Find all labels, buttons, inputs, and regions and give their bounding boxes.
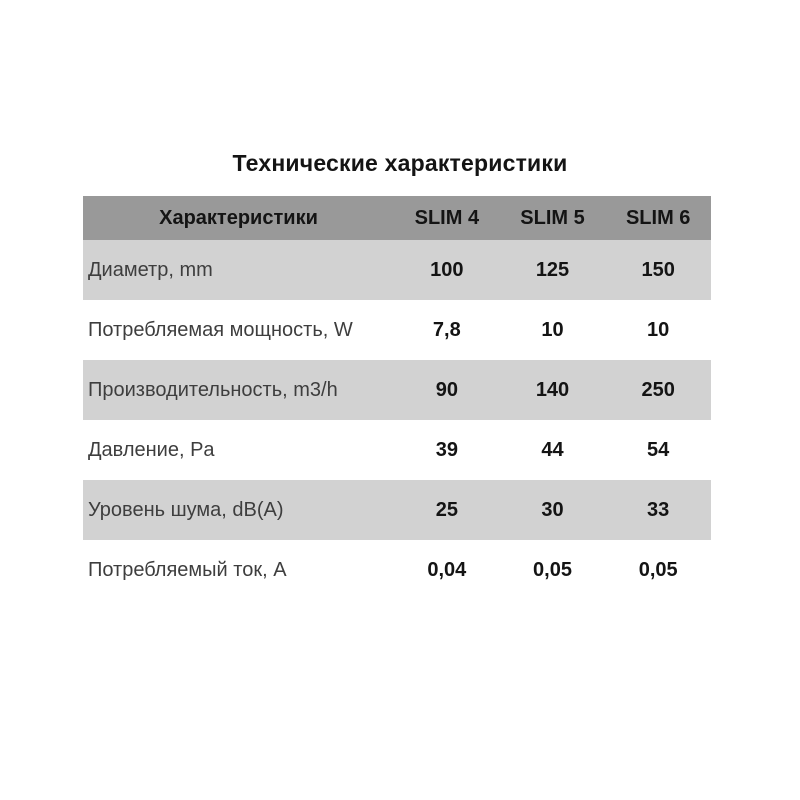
row-value: 7,8	[432, 318, 461, 341]
table-row-current: Потребляемый ток, А 0,04 0,05 0,05	[83, 540, 711, 600]
table-row-noise: Уровень шума, dB(A) 25 30 33	[83, 480, 711, 540]
row-value: 125	[535, 258, 570, 281]
table-row-diameter: Диаметр, mm 100 125 150	[83, 240, 711, 300]
specs-table: Характеристики SLIM 4 SLIM 5 SLIM 6 Диам…	[83, 196, 711, 600]
row-value: 0,05	[638, 558, 678, 581]
row-value: 39	[435, 438, 458, 461]
row-value: 100	[430, 258, 464, 281]
header-cell-characteristics: Характеристики	[159, 206, 318, 229]
row-value: 150	[641, 258, 675, 281]
header-cell-slim-4: SLIM 4	[414, 206, 480, 229]
row-value: 30	[541, 498, 564, 521]
row-value: 250	[641, 378, 675, 401]
row-label: Потребляемый ток, А	[88, 558, 287, 581]
table-row-power: Потребляемая мощность, W 7,8 10 10	[83, 300, 711, 360]
row-value: 0,05	[533, 558, 572, 581]
row-label: Давление, Pa	[88, 438, 215, 461]
row-value: 0,04	[427, 558, 467, 581]
page-title: Технические характеристики	[232, 150, 568, 176]
row-value: 54	[647, 438, 670, 461]
row-label: Производительность, m3/h	[88, 378, 338, 401]
row-value: 25	[435, 498, 458, 521]
row-value: 44	[541, 438, 564, 461]
row-label: Потребляемая мощность, W	[88, 318, 353, 341]
row-value: 10	[541, 318, 564, 341]
row-value: 33	[647, 498, 670, 521]
table-row-pressure: Давление, Pa 39 44 54	[83, 420, 711, 480]
table-header-row: Характеристики SLIM 4 SLIM 5 SLIM 6	[83, 196, 711, 240]
header-cell-slim-6: SLIM 6	[625, 206, 691, 229]
header-cell-slim-5: SLIM 5	[520, 206, 585, 229]
row-label: Уровень шума, dB(A)	[88, 498, 284, 521]
row-value: 10	[647, 318, 670, 341]
row-value: 140	[535, 378, 570, 401]
table-body: Диаметр, mm 100 125 150 Потребляемая мощ…	[83, 240, 711, 600]
table-row-capacity: Производительность, m3/h 90 140 250	[83, 360, 711, 420]
row-label: Диаметр, mm	[88, 258, 213, 281]
row-value: 90	[435, 378, 458, 401]
